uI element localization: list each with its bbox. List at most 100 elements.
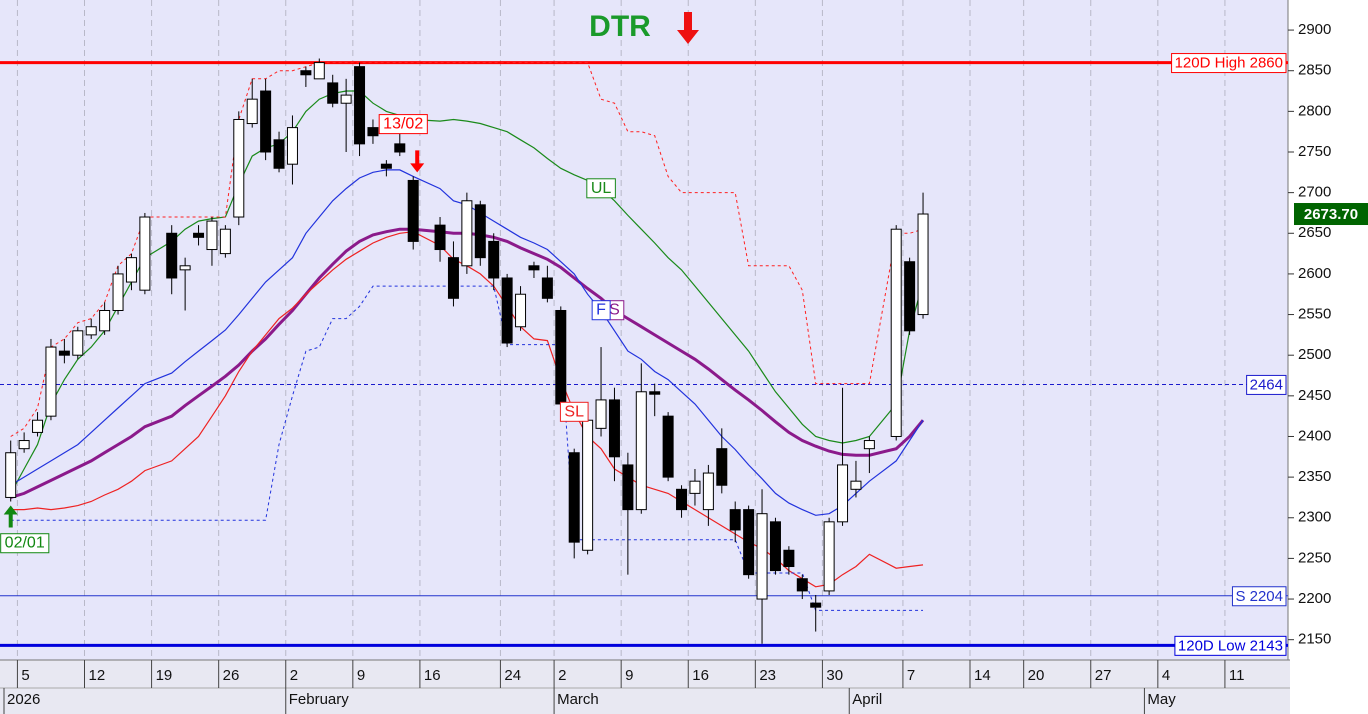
candle-body [608, 399, 620, 458]
candle-body [434, 224, 446, 251]
chart-title: DTR [589, 10, 651, 43]
candle-body [300, 70, 312, 76]
candle-body [206, 220, 218, 251]
x-tick-label: 19 [156, 667, 173, 684]
series-label: S [609, 302, 620, 319]
x-tick-label: 27 [1095, 667, 1112, 684]
level-label-box [1231, 586, 1287, 607]
candle-body [474, 204, 486, 259]
candle-body [260, 90, 272, 153]
candle-body [917, 213, 929, 316]
month-label: 2026 [7, 691, 40, 708]
x-axis-background [0, 660, 1290, 714]
y-tick-label: 2500 [1298, 346, 1331, 363]
candle-body [689, 480, 701, 494]
level-label: 120D Low 2143 [1178, 637, 1283, 654]
month-label: March [557, 691, 599, 708]
candle-body [904, 261, 916, 332]
candle-body [246, 98, 258, 125]
level-label: 120D High 2860 [1175, 55, 1283, 72]
series-label-box [591, 300, 611, 321]
candle-body [555, 309, 567, 405]
candle-body [582, 419, 594, 551]
series-label: UL [591, 180, 612, 197]
candle-body [837, 464, 849, 523]
x-tick-label: 20 [1028, 667, 1045, 684]
candle-body [286, 127, 298, 165]
month-label: February [289, 691, 350, 708]
candle-body [139, 216, 151, 291]
candle-body [354, 66, 366, 145]
candle-body [501, 277, 513, 344]
last-price-label: 2673.70 [1304, 206, 1358, 223]
candle-body [716, 448, 728, 486]
candle-body [568, 452, 580, 543]
candle-body [796, 578, 808, 592]
candle-body [32, 419, 44, 433]
annotation-label: 02/01 [5, 535, 45, 552]
last-price-box [1294, 203, 1368, 226]
series-line [10, 227, 925, 499]
x-tick-label: 16 [424, 667, 441, 684]
y-tick-label: 2800 [1298, 102, 1331, 119]
candle-body [528, 265, 540, 271]
x-tick-label: 16 [692, 667, 709, 684]
title-arrow [677, 12, 699, 44]
series-label: SL [564, 403, 584, 420]
candle-body [193, 232, 205, 238]
x-tick-label: 7 [907, 667, 915, 684]
annotation-arrow [410, 150, 425, 173]
x-tick-label: 12 [89, 667, 106, 684]
candle-body [99, 309, 111, 332]
candle-body [769, 521, 781, 572]
y-tick-label: 2200 [1298, 590, 1331, 607]
series-label-box [559, 401, 589, 422]
candle-body [890, 228, 902, 437]
candle-body [461, 200, 473, 267]
level-label-box [1171, 53, 1287, 74]
x-tick-label: 30 [826, 667, 843, 684]
y-tick-label: 2350 [1298, 468, 1331, 485]
series-label: F [596, 302, 606, 319]
candle-body [18, 440, 30, 450]
candle-body [729, 509, 741, 531]
candle-body [166, 232, 178, 279]
y-tick-label: 2300 [1298, 509, 1331, 526]
candle-body [541, 277, 553, 299]
candle-body [72, 330, 84, 356]
annotation-arrow [3, 505, 18, 528]
x-tick-label: 23 [759, 667, 776, 684]
level-label: 2464 [1250, 376, 1283, 393]
candle-body [676, 488, 688, 511]
candle-body [447, 257, 459, 299]
x-tick-label: 11 [1229, 667, 1245, 684]
candle-body [407, 179, 419, 242]
y-tick-label: 2900 [1298, 21, 1331, 38]
candle-body [125, 257, 137, 283]
candle-body [743, 509, 755, 576]
month-label: April [852, 691, 882, 708]
candle-body [635, 391, 647, 511]
candle-body [45, 346, 57, 417]
x-tick-label: 9 [357, 667, 365, 684]
x-tick-label: 2 [290, 667, 298, 684]
candle-body [394, 143, 406, 153]
series-line [10, 169, 924, 516]
candle-body [340, 94, 352, 104]
candle-body [179, 265, 191, 271]
y-tick-label: 2400 [1298, 427, 1331, 444]
level-label-box [1246, 374, 1287, 395]
candle-body [488, 240, 500, 279]
candle-body [380, 163, 392, 169]
series-label-box [586, 178, 616, 199]
y-tick-label: 2550 [1298, 306, 1331, 323]
y-tick-label: 2850 [1298, 62, 1331, 79]
candle-body [515, 293, 527, 328]
annotation-label: 13/02 [383, 116, 423, 133]
x-tick-label: 14 [974, 667, 991, 684]
candle-body [5, 452, 17, 498]
candle-body [273, 139, 285, 169]
annotation-box [0, 533, 50, 554]
